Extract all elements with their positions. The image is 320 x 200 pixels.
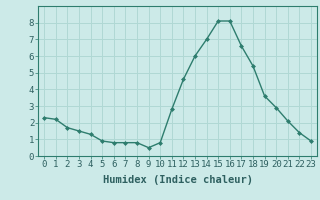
X-axis label: Humidex (Indice chaleur): Humidex (Indice chaleur) (103, 175, 252, 185)
